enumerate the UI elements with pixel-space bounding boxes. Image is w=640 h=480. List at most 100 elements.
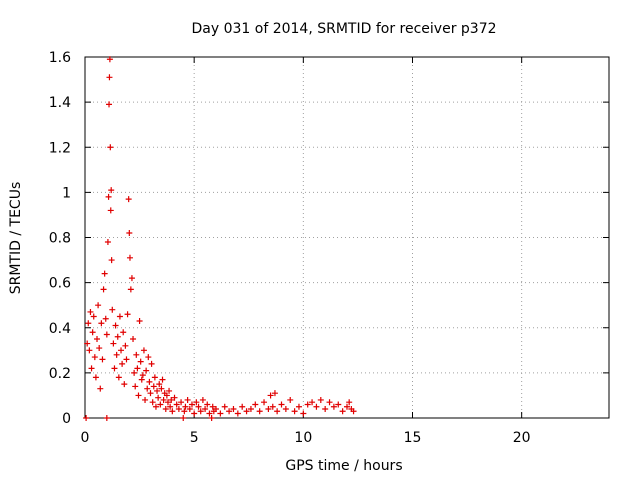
data-point [188,401,195,408]
data-point [291,408,298,415]
y-axis-title: SRMTID / TECUs [8,182,24,295]
grid-layer [85,57,609,418]
data-point [142,396,149,403]
y-tick-label: 1.4 [49,95,71,111]
data-point [152,403,159,410]
data-point [180,415,187,421]
data-point [157,401,164,408]
data-point [118,347,125,354]
data-point [115,374,122,381]
data-point [156,381,163,388]
tick-labels-layer: 0 5 10 15 20 0 0.2 0.4 0.6 0.8 1 1.2 1.4 1.6 [49,50,531,446]
data-point [226,408,233,415]
data-point [89,329,96,336]
data-point [101,270,108,277]
x-tick-label: 15 [404,430,422,446]
data-point [199,396,206,403]
data-point [295,403,302,410]
data-point [335,401,342,408]
data-point [269,403,276,410]
data-point [150,383,157,390]
data-point [175,405,182,412]
data-point [137,358,144,365]
data-point [151,374,158,381]
data-point [191,410,198,417]
data-point [344,403,350,410]
x-tick-label: 0 [81,430,90,446]
data-point [122,342,129,349]
data-point [265,405,272,412]
y-tick-label: 0.4 [49,321,71,337]
data-point [84,340,91,347]
data-point [91,354,98,361]
data-point [195,403,202,410]
data-point [162,405,169,412]
data-point [107,207,114,214]
data-point [300,410,307,417]
data-point [330,403,337,410]
data-point [243,408,250,415]
data-point [139,372,146,379]
y-tick-label: 0 [62,411,71,427]
data-point [98,320,105,327]
data-point [350,408,357,415]
data-point [171,394,178,401]
data-point [131,369,138,376]
data-point [182,403,189,410]
data-point [160,396,167,403]
x-tick-label: 20 [513,430,531,446]
data-point [261,399,268,406]
data-point [92,374,99,381]
data-point [252,401,259,408]
data-point [111,365,118,372]
data-point [278,401,285,408]
data-point [83,415,90,421]
data-point [209,403,216,410]
data-point [125,196,132,203]
data-point [145,354,152,361]
data-point [104,239,111,246]
data-point [167,403,174,410]
data-point [178,399,185,406]
data-point [346,399,353,406]
data-point [197,408,204,415]
data-point [103,415,110,421]
data-point [146,378,153,385]
data-point [136,317,143,324]
data-point [144,385,151,392]
data-point [168,396,175,403]
x-axis-title: GPS time / hours [285,458,402,474]
y-tick-label: 1 [62,185,71,201]
data-point [159,376,166,383]
data-point [208,415,215,421]
data-point [309,399,316,406]
data-point [133,351,140,358]
data-point [94,336,101,343]
data-point [155,394,162,401]
data-point [287,396,294,403]
data-point [103,331,110,338]
data-point [132,383,139,390]
data-point [105,193,112,200]
data-point [102,315,109,322]
data-point [140,347,147,354]
data-point [107,144,114,151]
y-tick-label: 0.2 [49,366,71,382]
data-point [108,187,115,194]
data-point [148,360,155,367]
data-point [126,254,133,261]
x-tick-label: 10 [294,430,312,446]
data-point [184,396,191,403]
data-point [326,399,333,406]
data-point [116,313,123,320]
data-point [106,74,113,81]
data-point [87,308,94,315]
data-point [313,403,320,410]
data-point [256,408,263,415]
data-point [217,410,224,417]
data-point [213,405,219,412]
data-point [154,387,161,394]
data-point [143,367,150,374]
data-point [119,360,126,367]
data-point [186,405,193,412]
